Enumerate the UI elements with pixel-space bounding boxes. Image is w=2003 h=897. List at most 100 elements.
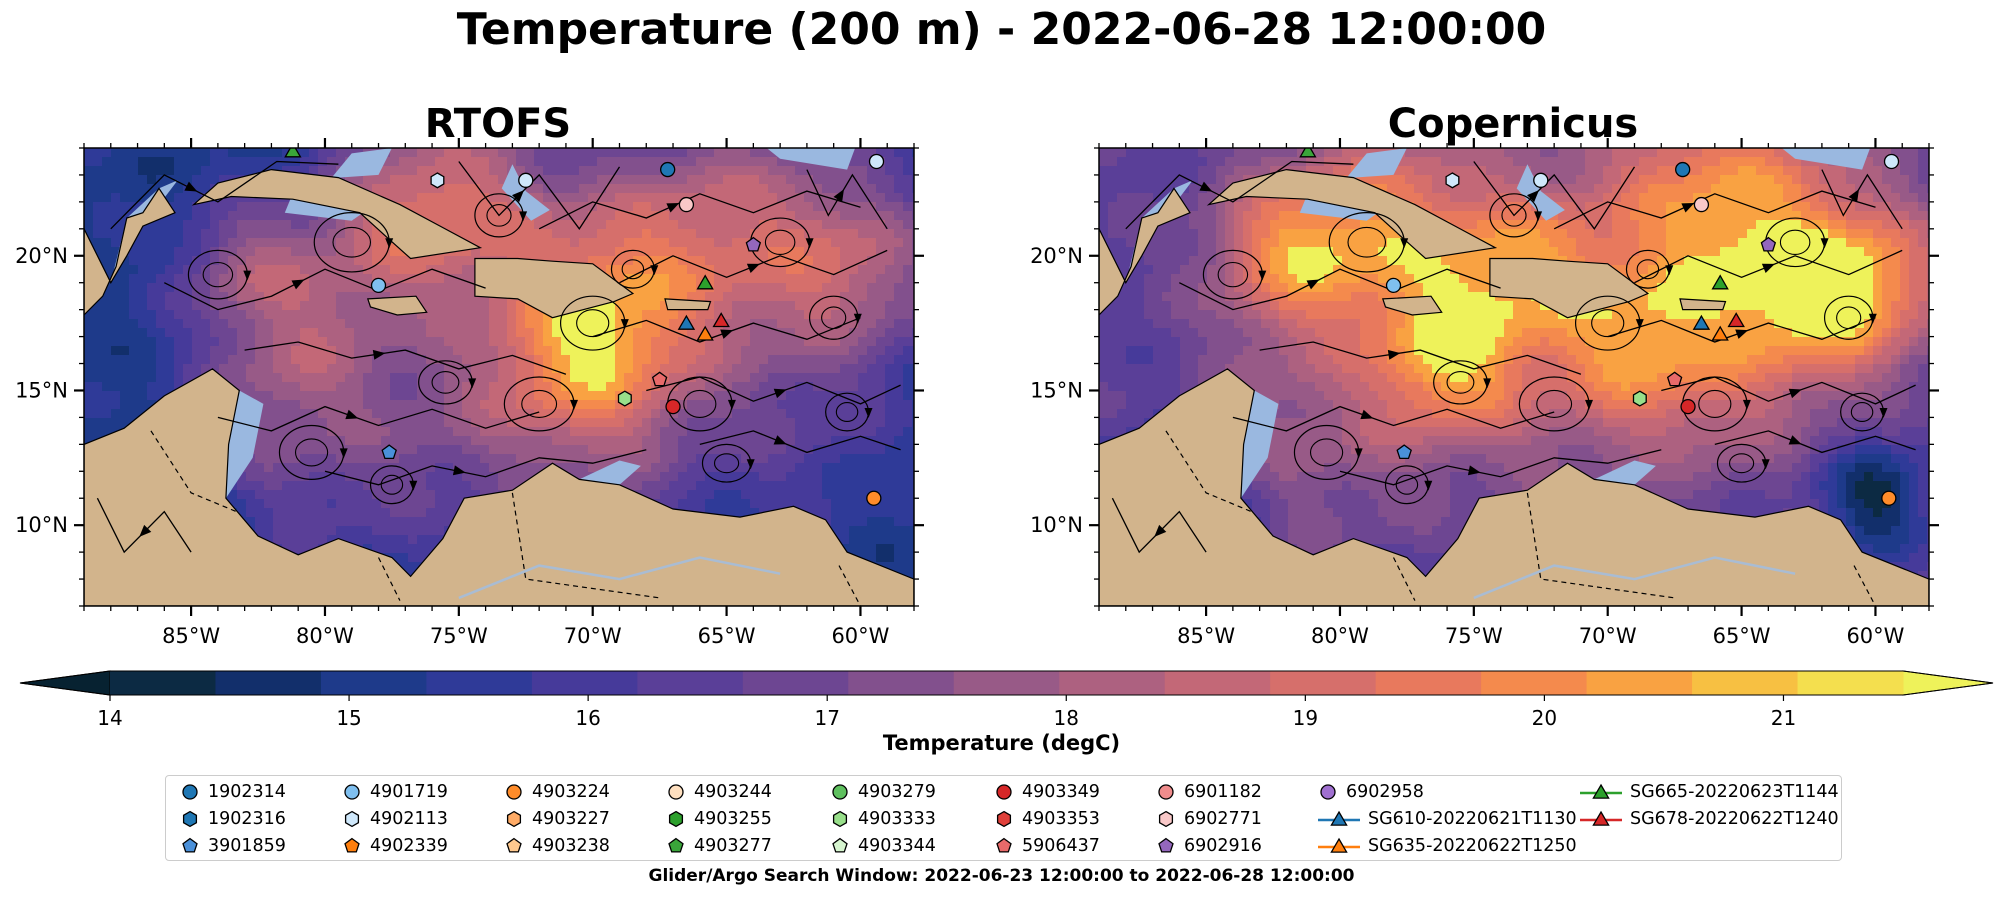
lon-tick-label: 85°W — [162, 624, 220, 648]
legend-label: 4903344 — [858, 836, 936, 856]
legend-label: 4903227 — [532, 809, 610, 829]
legend-entry: 4902113 — [342, 806, 448, 832]
legend-entry: SG665-20220623T1144 — [1580, 779, 1839, 805]
legend: 1902314 1902316 3901859 4901719 4902113 49023… — [165, 775, 1842, 861]
lon-tick-label: 60°W — [831, 624, 889, 648]
legend-swatch-circle-icon — [1158, 784, 1174, 800]
legend-entry: 4903227 — [504, 806, 610, 832]
float-marker — [518, 172, 534, 188]
legend-label: 6901182 — [1184, 782, 1262, 802]
legend-swatch-hexagon-icon — [832, 810, 848, 828]
float-marker — [696, 274, 714, 290]
float-marker — [651, 371, 668, 387]
legend-label: 4903279 — [858, 782, 936, 802]
legend-label: SG635-20220622T1250 — [1368, 836, 1577, 856]
legend-label: SG678-20220622T1240 — [1630, 809, 1839, 829]
legend-label: 3901859 — [208, 836, 286, 856]
float-marker — [1385, 277, 1402, 294]
legend-label: 4902339 — [370, 836, 448, 856]
lon-tick-label: 75°W — [430, 624, 488, 648]
lat-tick-label: 10°N — [1030, 513, 1083, 537]
legend-entry: 4902339 — [342, 833, 448, 859]
legend-entry: 6902916 — [1156, 833, 1262, 859]
search-window-caption: Glider/Argo Search Window: 2022-06-23 12… — [648, 866, 1355, 886]
float-marker — [712, 312, 730, 328]
float-marker — [696, 325, 714, 341]
legend-label: 1902316 — [208, 809, 286, 829]
lon-tick-label: 75°W — [1445, 624, 1503, 648]
legend-entry: 4903344 — [830, 833, 936, 859]
legend-label: 1902314 — [208, 782, 286, 802]
float-marker — [1692, 314, 1711, 330]
float-marker — [370, 277, 387, 294]
legend-swatch-hexagon-icon — [506, 810, 522, 828]
colorbar-tick-label: 14 — [97, 706, 122, 730]
panel-title-rtofs: RTOFS — [424, 101, 572, 147]
legend-label: 4903224 — [532, 782, 610, 802]
colorbar-tick-label: 18 — [1054, 706, 1079, 730]
legend-label: 4902113 — [370, 809, 448, 829]
legend-entry: SG610-20220621T1130 — [1318, 806, 1577, 832]
legend-swatch-pentagon-icon — [182, 837, 198, 853]
float-marker — [868, 153, 885, 170]
float-marker — [1680, 398, 1696, 415]
legend-label: 4903349 — [1022, 782, 1100, 802]
legend-label: 6902916 — [1184, 836, 1262, 856]
legend-entry: 4903255 — [666, 806, 772, 832]
legend-entry: 4901719 — [342, 779, 448, 805]
legend-swatch-hexagon-icon — [182, 810, 198, 828]
legend-swatch-triangle-icon — [1318, 837, 1360, 853]
float-marker — [665, 398, 681, 415]
legend-swatch-triangle-icon — [1318, 810, 1360, 826]
colorbar: 14 15 16 17 18 19 20 21 — [19, 670, 1994, 730]
legend-label: 4903238 — [532, 836, 610, 856]
colorbar-tick-label: 17 — [814, 706, 839, 730]
legend-swatch-circle-icon — [506, 784, 522, 800]
legend-swatch-circle-icon — [182, 784, 198, 800]
float-marker — [1396, 444, 1412, 460]
lon-tick-label: 65°W — [1713, 624, 1771, 648]
lon-tick-label: 80°W — [296, 624, 354, 648]
colorbar-tick-label: 19 — [1293, 706, 1318, 730]
legend-swatch-pentagon-icon — [996, 837, 1012, 853]
legend-label: 4903333 — [858, 809, 936, 829]
lat-tick-label: 15°N — [15, 378, 68, 402]
legend-label: SG610-20220621T1130 — [1368, 809, 1577, 829]
lat-tick-label: 10°N — [15, 513, 68, 537]
legend-label: 5906437 — [1022, 836, 1100, 856]
legend-entry: 6902771 — [1156, 806, 1262, 832]
float-marker — [660, 161, 676, 178]
legend-swatch-pentagon-icon — [1158, 837, 1174, 853]
legend-entry: 1902316 — [180, 806, 286, 832]
lon-tick-label: 80°W — [1311, 624, 1369, 648]
legend-swatch-hexagon-icon — [996, 810, 1012, 828]
float-marker — [1632, 390, 1647, 407]
legend-label: 6902771 — [1184, 809, 1262, 829]
float-marker — [430, 172, 445, 189]
legend-entry: 1902314 — [180, 779, 286, 805]
legend-entry: 4903333 — [830, 806, 936, 832]
legend-entry: 6901182 — [1156, 779, 1262, 805]
float-marker — [1711, 274, 1729, 290]
legend-swatch-circle-icon — [344, 784, 360, 800]
legend-label: 4901719 — [370, 782, 448, 802]
lon-tick-label: 85°W — [1177, 624, 1235, 648]
colorbar-tick-label: 20 — [1532, 706, 1557, 730]
legend-label: 4903244 — [694, 782, 772, 802]
legend-swatch-pentagon-icon — [344, 837, 360, 853]
legend-swatch-triangle-icon — [1580, 783, 1622, 799]
float-marker — [284, 148, 302, 158]
float-marker — [745, 236, 762, 252]
float-marker — [1760, 236, 1777, 252]
legend-label: 4903255 — [694, 809, 772, 829]
legend-entry: 4903244 — [666, 779, 772, 805]
legend-swatch-hexagon-icon — [344, 810, 360, 828]
legend-label: 6902958 — [1346, 782, 1424, 802]
float-marker — [1881, 490, 1897, 506]
lon-tick-label: 60°W — [1846, 624, 1904, 648]
legend-swatch-circle-icon — [1320, 784, 1336, 800]
lon-tick-label: 70°W — [1579, 624, 1637, 648]
panel-title-copernicus: Copernicus — [1387, 101, 1639, 147]
float-marker — [1675, 161, 1691, 178]
